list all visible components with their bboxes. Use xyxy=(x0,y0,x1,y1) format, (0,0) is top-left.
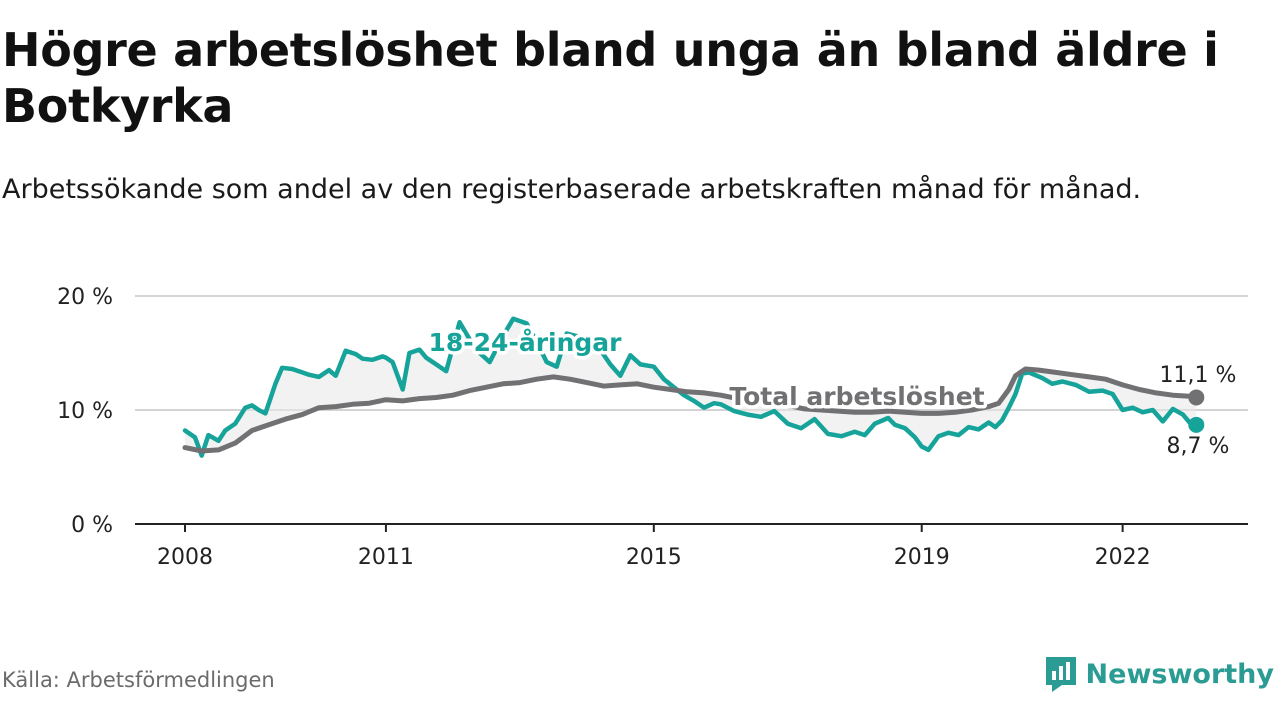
y-tick-label: 20 % xyxy=(57,285,113,310)
end-label-total: 11,1 % xyxy=(1160,363,1237,388)
x-tick-label: 2011 xyxy=(358,545,414,570)
series-labels: 18-24-åringar Total arbetslöshet 11,1 % 8,7… xyxy=(425,325,1240,463)
y-tick-label: 10 % xyxy=(57,399,113,424)
source-credit: Källa: Arbetsförmedlingen xyxy=(2,668,275,692)
x-tick-label: 2022 xyxy=(1095,545,1151,570)
brand-name: Newsworthy xyxy=(1085,658,1274,690)
series-label-total: Total arbetslöshet xyxy=(729,382,984,411)
gap-area-fill xyxy=(185,318,1197,456)
x-tick-label: 2019 xyxy=(894,545,950,570)
end-dot-total xyxy=(1188,389,1205,406)
series-label-youth: 18-24-åringar xyxy=(429,328,623,357)
line-chart: 2008 2011 2015 2019 2022 0 % 10 % 20 % 18-24-å… xyxy=(57,285,1248,570)
newsworthy-logo: Newsworthy xyxy=(1044,654,1274,694)
newsworthy-logo-icon xyxy=(1045,657,1076,692)
y-tick-label: 0 % xyxy=(71,513,113,538)
end-label-youth: 8,7 % xyxy=(1167,434,1230,459)
chart-title: Högre arbetslöshet bland unga än bland ä… xyxy=(2,23,1219,133)
x-tick-label: 2008 xyxy=(157,545,213,570)
x-tick-label: 2015 xyxy=(626,545,682,570)
chart-subtitle: Arbetssökande som andel av den registerb… xyxy=(2,174,1142,205)
series-line-total xyxy=(182,366,1199,454)
end-dot-youth xyxy=(1188,416,1205,433)
y-axis-ticks: 0 % 10 % 20 % xyxy=(57,285,113,538)
x-axis-ticks: 2008 2011 2015 2019 2022 xyxy=(157,524,1151,570)
series-line-youth xyxy=(182,316,1199,458)
